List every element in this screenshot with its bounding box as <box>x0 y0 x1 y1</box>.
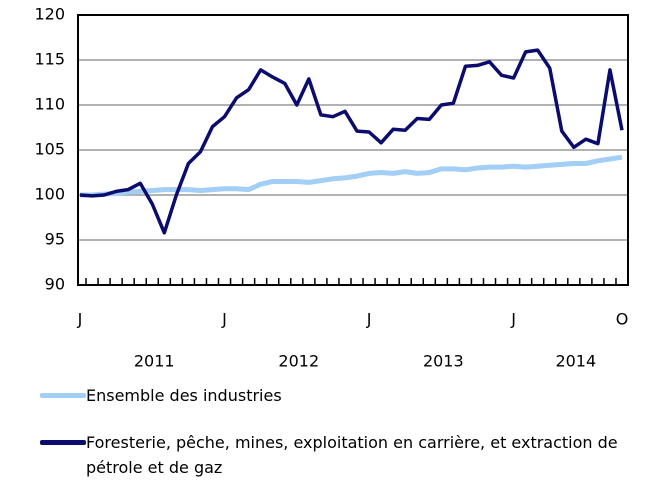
y-tick-label: 100 <box>34 185 65 204</box>
x-group-label: 2014 <box>555 352 596 371</box>
legend-swatch <box>40 393 86 398</box>
x-tick-label: J <box>510 310 516 329</box>
legend-item: Ensemble des industries <box>40 383 646 408</box>
x-tick-label: J <box>77 310 83 329</box>
x-tick-label: J <box>366 310 372 329</box>
series-line <box>80 154 623 198</box>
legend-label: Foresterie, pêche, mines, exploitation e… <box>86 433 618 477</box>
x-tick-label: J <box>221 310 227 329</box>
legend-swatch <box>40 440 86 445</box>
x-group-label: 2013 <box>423 352 464 371</box>
y-tick-label: 105 <box>34 140 65 159</box>
y-tick-label: 110 <box>34 95 65 114</box>
y-tick-label: 90 <box>45 275 65 294</box>
x-tick-label: O <box>616 310 629 329</box>
legend-item: Foresterie, pêche, mines, exploitation e… <box>40 430 646 480</box>
y-tick-label: 115 <box>34 50 65 69</box>
chart: 90 95 100 105 110 115 120 J J J J O 2011 2012 2013 2014 <box>34 5 629 371</box>
series-line <box>79 48 624 235</box>
x-group-label: 2012 <box>278 352 319 371</box>
x-group-label: 2011 <box>134 352 175 371</box>
y-tick-label: 120 <box>34 5 65 24</box>
y-tick-label: 95 <box>45 230 65 249</box>
legend-label: Ensemble des industries <box>86 386 282 405</box>
plot-frame <box>77 14 629 286</box>
